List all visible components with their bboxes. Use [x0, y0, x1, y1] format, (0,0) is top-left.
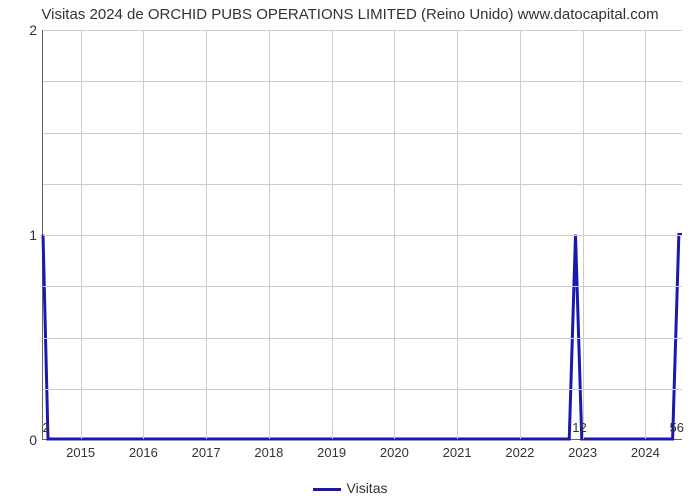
grid-v — [143, 30, 144, 439]
grid-v — [645, 30, 646, 439]
annotation: 2 — [43, 420, 50, 435]
visits-chart: Visitas 2024 de ORCHID PUBS OPERATIONS L… — [0, 0, 700, 500]
chart-title: Visitas 2024 de ORCHID PUBS OPERATIONS L… — [0, 6, 700, 23]
y-tick-label: 1 — [29, 227, 37, 243]
grid-v — [394, 30, 395, 439]
x-tick-label: 2023 — [568, 445, 597, 460]
x-tick-label: 2015 — [66, 445, 95, 460]
grid-h-minor — [43, 286, 682, 287]
grid-h-minor — [43, 184, 682, 185]
grid-v — [269, 30, 270, 439]
annotation: 12 — [572, 420, 586, 435]
y-tick-label: 2 — [29, 22, 37, 38]
y-tick-label: 0 — [29, 432, 37, 448]
plot-area: 0122015201620172018201920202021202220232… — [42, 30, 682, 440]
grid-h-minor — [43, 338, 682, 339]
grid-v — [332, 30, 333, 439]
grid-v — [81, 30, 82, 439]
x-tick-label: 2020 — [380, 445, 409, 460]
grid-h — [43, 235, 682, 236]
x-tick-label: 2018 — [254, 445, 283, 460]
legend-label: Visitas — [347, 480, 388, 496]
x-tick-label: 2024 — [631, 445, 660, 460]
x-tick-label: 2016 — [129, 445, 158, 460]
x-tick-label: 2017 — [192, 445, 221, 460]
grid-v — [520, 30, 521, 439]
grid-v — [206, 30, 207, 439]
grid-h-minor — [43, 81, 682, 82]
legend-swatch — [313, 488, 341, 491]
x-tick-label: 2019 — [317, 445, 346, 460]
legend: Visitas — [0, 480, 700, 496]
grid-h-minor — [43, 133, 682, 134]
x-tick-label: 2022 — [505, 445, 534, 460]
grid-v — [457, 30, 458, 439]
annotation: 56 — [669, 420, 683, 435]
grid-h — [43, 30, 682, 31]
grid-h-minor — [43, 389, 682, 390]
x-tick-label: 2021 — [443, 445, 472, 460]
grid-v — [583, 30, 584, 439]
